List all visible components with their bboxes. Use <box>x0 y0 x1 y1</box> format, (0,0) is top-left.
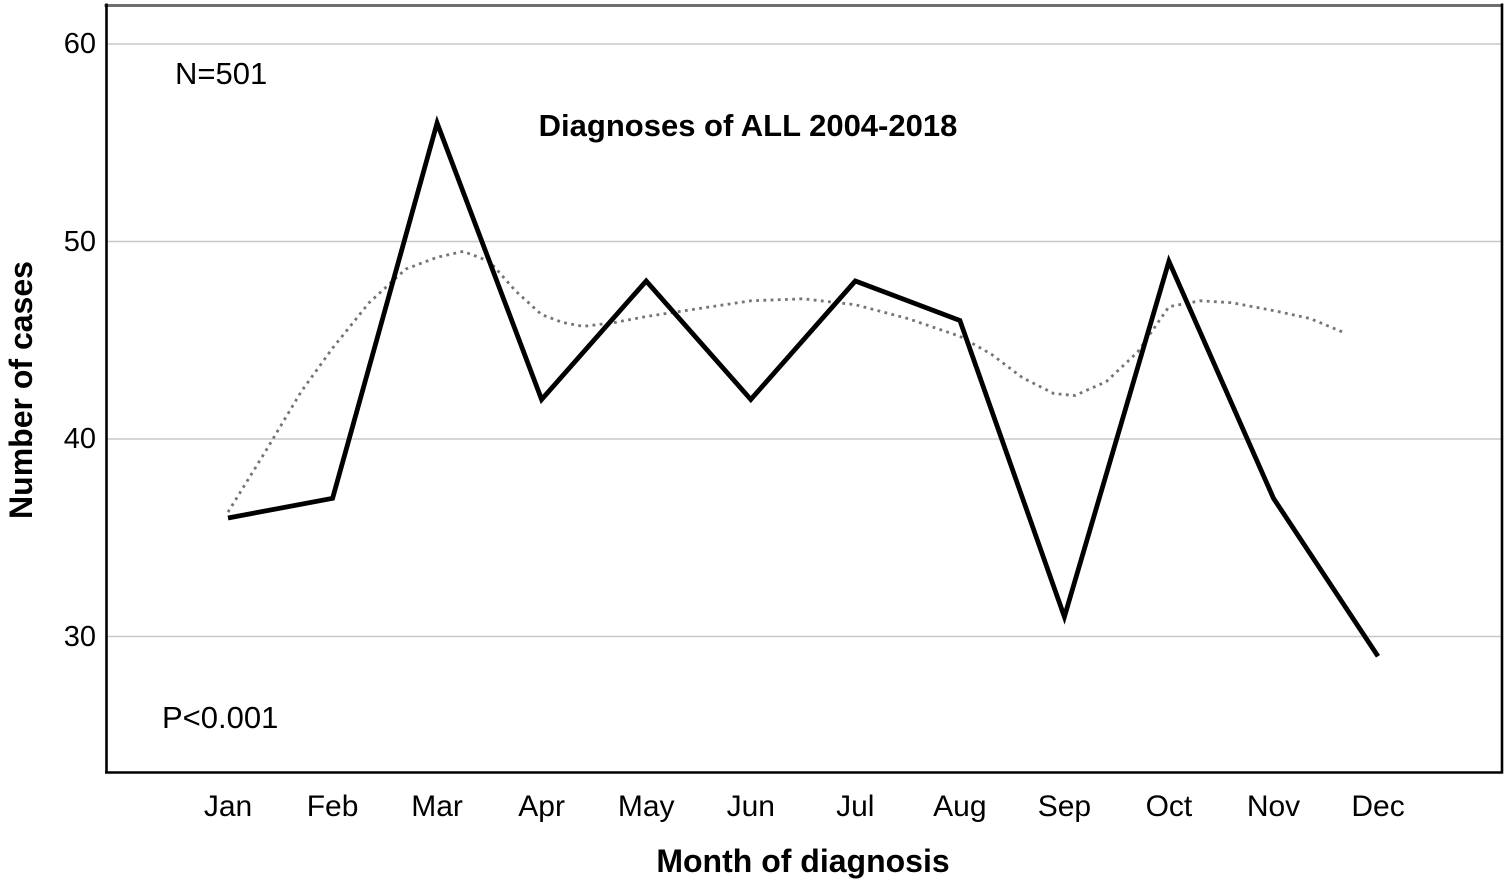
y-tick-label-30: 30 <box>63 620 96 653</box>
x-tick-label-jul: Jul <box>836 790 875 823</box>
observed-data-line <box>227 115 1381 658</box>
n-count-annotation: N=501 <box>175 56 268 91</box>
y-axis-title: Number of cases <box>3 261 39 519</box>
y-tick-label-60: 60 <box>63 28 96 60</box>
p-value-annotation: P<0.001 <box>162 700 279 735</box>
x-tick-label-jun: Jun <box>726 790 775 823</box>
x-tick-label-sep: Sep <box>1037 790 1092 823</box>
x-tick-label-oct: Oct <box>1145 790 1193 823</box>
x-tick-label-may: May <box>617 790 675 823</box>
y-tick-label-50: 50 <box>63 225 96 258</box>
x-tick-label-mar: Mar <box>411 790 463 823</box>
x-tick-label-apr: Apr <box>518 790 565 823</box>
x-tick-label-nov: Nov <box>1246 790 1301 823</box>
trend-fit-line <box>226 249 1345 513</box>
x-tick-label-feb: Feb <box>306 790 359 823</box>
x-tick-label-jan: Jan <box>203 790 253 823</box>
x-tick-label-aug: Aug <box>933 790 987 823</box>
y-tick-label-40: 40 <box>63 423 96 455</box>
chart-title: Diagnoses of ALL 2004-2018 <box>538 108 958 143</box>
x-tick-label-dec: Dec <box>1351 790 1405 823</box>
x-axis-title: Month of diagnosis <box>656 843 950 879</box>
